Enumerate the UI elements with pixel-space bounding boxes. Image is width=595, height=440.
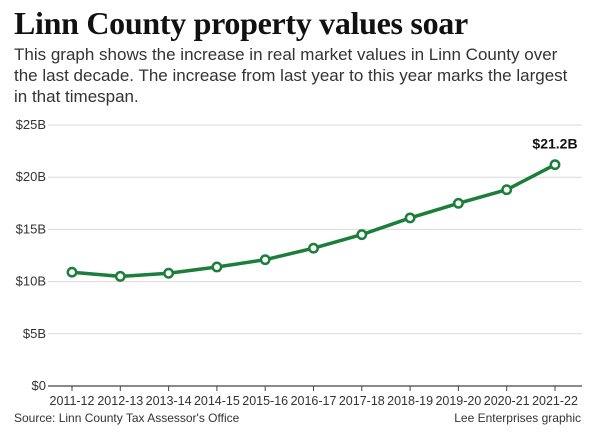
y-tick-label: $20B	[16, 169, 46, 184]
y-tick-label: $0	[32, 378, 46, 393]
x-tick-label: 2019-20	[435, 394, 481, 408]
data-point	[259, 254, 271, 266]
y-tick-label: $25B	[16, 117, 46, 132]
x-tick-label: 2021-22	[532, 394, 578, 408]
chart-footer: Source: Linn County Tax Assessor's Offic…	[14, 411, 581, 425]
x-tick-label: 2017-18	[339, 394, 385, 408]
chart-subtitle: This graph shows the increase in real ma…	[14, 45, 568, 106]
x-tick-label: 2016-17	[291, 394, 337, 408]
x-tick-label: 2011-12	[50, 394, 95, 408]
data-point	[66, 266, 78, 278]
data-point	[501, 184, 513, 196]
x-tick-label: 2013-14	[146, 394, 192, 408]
data-point	[308, 242, 319, 254]
data-point	[114, 270, 126, 282]
data-point	[356, 229, 368, 241]
x-tick-label: 2012-13	[97, 394, 143, 408]
x-tick-label: 2018-19	[387, 394, 433, 408]
data-label: $21.2B	[532, 136, 577, 152]
series-line	[70, 162, 557, 279]
data-point	[549, 159, 561, 171]
data-point	[404, 212, 416, 224]
data-point	[452, 197, 464, 209]
y-tick-label: $10B	[16, 274, 46, 289]
x-tick-label: 2015-16	[242, 394, 288, 408]
x-tick-label: 2014-15	[194, 394, 240, 408]
data-point	[211, 261, 223, 273]
chart-title: Linn County property values soar	[14, 5, 468, 41]
data-point	[163, 267, 175, 279]
y-tick-label: $5B	[23, 326, 46, 341]
credit-note: Lee Enterprises graphic	[454, 411, 581, 425]
source-note: Source: Linn County Tax Assessor's Offic…	[14, 411, 240, 425]
y-tick-label: $15B	[16, 221, 46, 236]
x-tick-label: 2020-21	[484, 394, 530, 408]
